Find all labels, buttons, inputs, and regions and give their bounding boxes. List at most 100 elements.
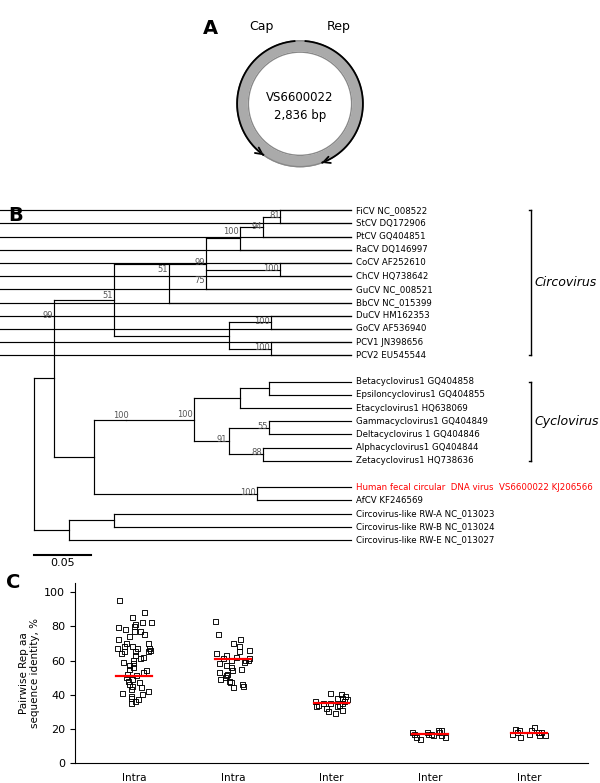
Point [516,731,526,744]
Text: Rep: Rep [327,20,351,34]
Point [145,644,155,656]
Point [128,680,137,692]
Text: VS6600022: VS6600022 [266,91,334,104]
Text: BbCV NC_015399: BbCV NC_015399 [356,298,432,307]
Point [240,656,250,669]
Point [221,671,230,684]
Point [215,658,224,670]
Text: 94: 94 [251,222,262,230]
Point [131,646,141,659]
Y-axis label: Pairwise Rep aa
sequence identity, %: Pairwise Rep aa sequence identity, % [19,619,40,728]
Point [325,687,335,699]
Point [235,640,245,653]
Point [221,649,231,662]
Text: 100: 100 [254,343,270,352]
Point [332,701,342,713]
Text: 51: 51 [157,265,167,274]
Text: PCV2 EU545544: PCV2 EU545544 [356,351,426,360]
Point [137,682,147,695]
Text: Epsiloncyclovirus1 GQ404855: Epsiloncyclovirus1 GQ404855 [356,391,485,399]
Point [135,677,145,689]
Point [223,668,232,680]
Point [226,677,236,689]
Text: Alphacyclovirus1 GQ404844: Alphacyclovirus1 GQ404844 [356,443,479,453]
Text: A: A [202,19,218,38]
Point [434,727,444,739]
Point [123,668,133,680]
Text: GuCV NC_008521: GuCV NC_008521 [356,285,433,294]
Point [125,659,134,672]
Text: GoCV AF536940: GoCV AF536940 [356,324,427,334]
Text: Human fecal circular  DNA virus  VS6600022 KJ206566: Human fecal circular DNA virus VS6600022… [356,483,593,492]
Point [128,673,137,686]
Point [245,652,254,665]
Point [218,652,228,665]
Point [211,615,220,627]
Point [241,655,250,667]
Point [535,730,544,742]
Point [536,727,546,739]
Text: Circovirus: Circovirus [535,276,597,289]
Point [138,651,148,663]
Point [337,692,347,705]
Point [114,622,124,634]
Point [128,661,138,673]
Point [530,721,539,734]
Point [310,695,320,708]
Point [146,616,156,629]
Point [131,619,140,631]
Text: 100: 100 [263,264,279,272]
Point [324,705,334,718]
Text: RaCV DQ146997: RaCV DQ146997 [356,245,428,254]
Text: 100: 100 [240,488,256,497]
Point [508,728,517,741]
Text: Circovirus-like RW-E NC_013027: Circovirus-like RW-E NC_013027 [356,536,494,544]
Text: 100: 100 [178,410,193,419]
Text: FiCV NC_008522: FiCV NC_008522 [356,206,427,215]
Text: 81: 81 [269,211,280,220]
Point [437,724,446,737]
Text: Etacyclovirus1 HQ638069: Etacyclovirus1 HQ638069 [356,403,468,413]
Point [144,685,154,698]
Point [525,728,535,741]
Point [130,625,139,637]
Point [330,707,340,720]
Point [326,697,335,709]
Point [534,727,544,739]
Point [133,642,143,655]
Point [129,658,139,670]
Point [130,649,140,662]
Point [412,731,422,744]
Point [333,692,343,705]
Point [127,612,137,624]
Point [337,697,347,709]
Text: AfCV KF246569: AfCV KF246569 [356,496,423,505]
Text: 88: 88 [251,449,262,457]
Point [121,623,131,636]
Point [124,675,134,687]
Point [136,625,145,637]
Point [144,637,154,650]
Point [119,656,128,669]
Text: Circovirus-like RW-B NC_013024: Circovirus-like RW-B NC_013024 [356,522,494,532]
Point [132,669,142,682]
Point [235,633,245,646]
Point [125,678,134,691]
Text: Cap: Cap [249,20,273,34]
Point [541,730,550,742]
Point [125,630,135,643]
Point [142,665,151,677]
Point [119,640,129,653]
Text: PtCV GQ404851: PtCV GQ404851 [356,232,425,241]
Point [512,727,522,739]
Point [136,652,145,665]
Text: Betacyclovirus1 GQ404858: Betacyclovirus1 GQ404858 [356,377,474,386]
Text: 99: 99 [43,311,53,320]
Point [127,697,136,709]
Point [416,733,425,745]
Text: StCV DQ172906: StCV DQ172906 [356,219,426,228]
Text: 100: 100 [254,316,270,326]
Text: 91: 91 [217,435,227,444]
Point [322,702,331,715]
Point [437,730,446,742]
